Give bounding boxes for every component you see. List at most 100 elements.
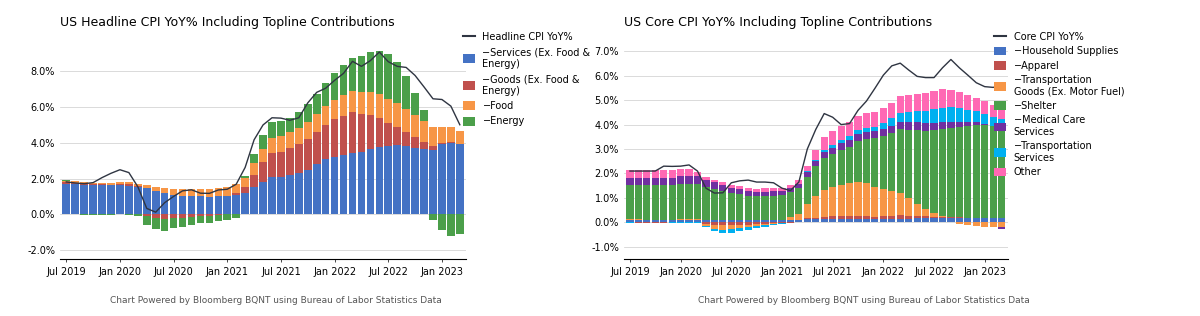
Bar — [277, 136, 284, 152]
Bar — [277, 121, 284, 136]
Bar — [821, 137, 828, 150]
Bar — [947, 122, 954, 128]
Bar — [349, 91, 356, 112]
Bar — [694, 176, 701, 184]
Bar — [402, 132, 410, 146]
Bar — [796, 180, 803, 184]
Bar — [719, 191, 726, 220]
Bar — [710, 182, 718, 189]
Bar — [152, 218, 160, 229]
Bar — [376, 118, 383, 147]
Bar — [905, 198, 912, 216]
Bar — [660, 221, 667, 222]
Bar — [796, 214, 803, 220]
Bar — [215, 214, 222, 215]
Bar — [719, 222, 726, 225]
Bar — [430, 146, 437, 150]
Bar — [982, 114, 989, 124]
Bar — [719, 220, 726, 222]
Bar — [965, 222, 972, 225]
Bar — [331, 119, 338, 157]
Bar — [702, 177, 709, 180]
Bar — [804, 220, 811, 222]
Bar — [762, 196, 769, 220]
Bar — [754, 220, 761, 222]
Bar — [710, 222, 718, 225]
Bar — [643, 185, 650, 220]
Bar — [779, 188, 786, 191]
Bar — [313, 164, 320, 214]
Bar — [863, 113, 870, 128]
Bar — [694, 218, 701, 220]
Bar — [754, 226, 761, 228]
Bar — [277, 152, 284, 177]
Bar — [744, 196, 751, 220]
Bar — [922, 218, 929, 222]
Bar — [62, 181, 70, 182]
Bar — [829, 187, 836, 216]
Bar — [762, 224, 769, 225]
Bar — [770, 220, 778, 222]
Bar — [349, 112, 356, 154]
Bar — [107, 183, 115, 185]
Bar — [854, 216, 862, 219]
Bar — [152, 187, 160, 191]
Bar — [754, 224, 761, 226]
Bar — [420, 121, 428, 142]
Bar — [412, 94, 419, 115]
Bar — [179, 217, 186, 227]
Bar — [215, 188, 222, 197]
Bar — [349, 58, 356, 91]
Bar — [456, 143, 463, 214]
Bar — [89, 185, 97, 214]
Bar — [223, 214, 232, 220]
Bar — [998, 222, 1006, 227]
Bar — [779, 191, 786, 195]
Bar — [913, 216, 920, 218]
Bar — [251, 187, 258, 214]
Bar — [187, 214, 196, 217]
Bar — [143, 214, 150, 216]
Bar — [134, 184, 142, 186]
Bar — [880, 108, 887, 123]
Bar — [829, 216, 836, 219]
Bar — [635, 178, 642, 185]
Bar — [80, 182, 88, 184]
Bar — [888, 191, 895, 216]
Bar — [241, 178, 248, 187]
Bar — [922, 93, 929, 111]
Bar — [744, 191, 751, 196]
Bar — [652, 221, 659, 222]
Bar — [668, 221, 676, 222]
Bar — [770, 196, 778, 220]
Bar — [938, 108, 946, 122]
Bar — [930, 123, 937, 130]
Bar — [438, 144, 445, 214]
Bar — [922, 123, 929, 131]
Bar — [871, 219, 878, 222]
Bar — [72, 183, 79, 184]
Bar — [205, 197, 214, 214]
Bar — [812, 196, 820, 217]
Bar — [652, 222, 659, 223]
Bar — [880, 189, 887, 216]
Bar — [286, 118, 294, 132]
Bar — [677, 169, 684, 176]
Bar — [787, 192, 794, 217]
Bar — [804, 218, 811, 220]
Bar — [896, 113, 904, 122]
Bar — [947, 90, 954, 107]
Bar — [286, 132, 294, 148]
Bar — [322, 159, 330, 214]
Bar — [770, 224, 778, 225]
Bar — [394, 62, 401, 103]
Bar — [161, 214, 168, 219]
Text: Chart Powered by Bloomberg BQNT using Bureau of Labor Statistics Data: Chart Powered by Bloomberg BQNT using Bu… — [698, 296, 1030, 305]
Bar — [215, 197, 222, 214]
Bar — [72, 181, 79, 183]
Bar — [888, 216, 895, 219]
Bar — [420, 142, 428, 149]
Bar — [896, 193, 904, 215]
Bar — [955, 127, 962, 217]
Bar — [402, 109, 410, 132]
